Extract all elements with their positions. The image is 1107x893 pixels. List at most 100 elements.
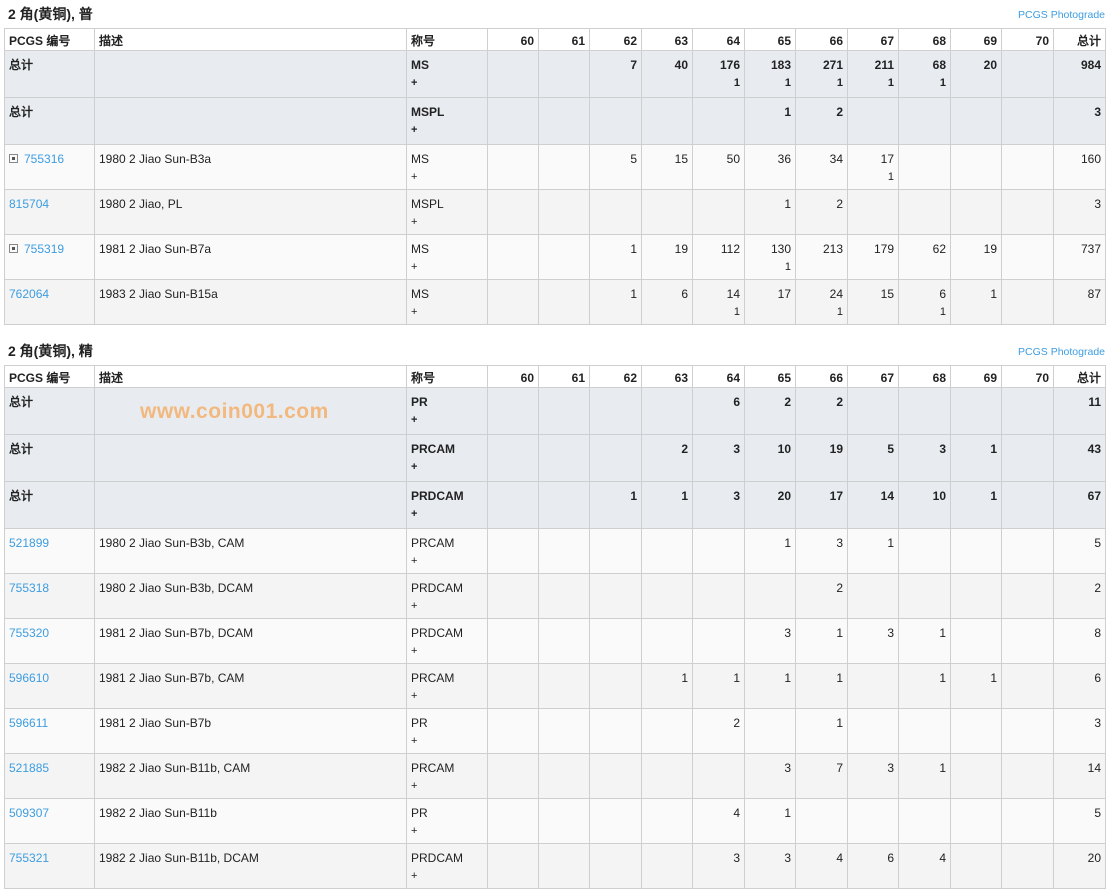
grade-cell-67[interactable]: 179 <box>847 234 899 280</box>
grade-cell-63[interactable]: 2 <box>641 434 693 482</box>
grade-cell-68[interactable]: 4 <box>898 843 951 889</box>
grade-cell-66[interactable]: 2 <box>795 387 848 435</box>
grade-cell-64[interactable]: 3 <box>692 481 745 529</box>
pcgs-number-link[interactable]: 762064 <box>9 287 50 301</box>
grade-cell-66[interactable]: 213 <box>795 234 848 280</box>
grade-cell-65[interactable]: 1 <box>744 663 796 709</box>
grade-cell-66[interactable]: 3 <box>795 528 848 574</box>
grade-cell-64[interactable]: 176 1 <box>692 50 745 98</box>
grade-cell-69[interactable]: 19 <box>950 234 1002 280</box>
grade-cell-63[interactable]: 1 <box>641 663 693 709</box>
expand-icon[interactable] <box>9 244 18 253</box>
grade-cell-66[interactable]: 19 <box>795 434 848 482</box>
grade-cell-67[interactable]: 5 <box>847 434 899 482</box>
pcgs-number-link[interactable]: 755319 <box>24 242 65 256</box>
grade-cell-67[interactable]: 3 <box>847 618 899 664</box>
grade-cell-65[interactable]: 1 <box>744 189 796 235</box>
grade-cell-68[interactable]: 62 <box>898 234 951 280</box>
grade-count: 36 <box>777 152 791 166</box>
grade-cell-67[interactable]: 15 <box>847 279 899 325</box>
grade-cell-64[interactable]: 3 <box>692 843 745 889</box>
pcgs-number-cell: 755321 <box>4 843 95 889</box>
grade-cell-67[interactable]: 17 1 <box>847 144 899 190</box>
grade-cell-65[interactable]: 130 1 <box>744 234 796 280</box>
grade-cell-69[interactable]: 1 <box>950 434 1002 482</box>
grade-cell-64[interactable]: 50 <box>692 144 745 190</box>
grade-cell-62[interactable]: 1 <box>589 279 642 325</box>
pcgs-number-link[interactable]: 596610 <box>9 671 50 685</box>
grade-cell-62[interactable]: 5 <box>589 144 642 190</box>
pcgs-number-link[interactable]: 521899 <box>9 536 50 550</box>
grade-cell-69[interactable]: 1 <box>950 663 1002 709</box>
grade-cell-60 <box>487 843 539 889</box>
grade-cell-62[interactable]: 1 <box>589 481 642 529</box>
grade-cell-65[interactable]: 20 <box>744 481 796 529</box>
grade-cell-66[interactable]: 271 1 <box>795 50 848 98</box>
grade-cell-65[interactable]: 183 1 <box>744 50 796 98</box>
grade-cell-66[interactable]: 2 <box>795 189 848 235</box>
pcgs-number-link[interactable]: 755320 <box>9 626 50 640</box>
grade-cell-66[interactable]: 2 <box>795 573 848 619</box>
grade-cell-63[interactable]: 40 <box>641 50 693 98</box>
photograde-link[interactable]: PCGS Photograde <box>1018 9 1105 21</box>
grade-cell-65[interactable]: 10 <box>744 434 796 482</box>
expand-icon[interactable] <box>9 154 18 163</box>
grade-cell-65[interactable]: 3 <box>744 843 796 889</box>
grade-cell-66[interactable]: 7 <box>795 753 848 799</box>
grade-cell-68[interactable]: 10 <box>898 481 951 529</box>
pcgs-number-link[interactable]: 755316 <box>24 152 65 166</box>
grade-cell-63[interactable]: 1 <box>641 481 693 529</box>
grade-cell-69[interactable]: 20 <box>950 50 1002 98</box>
grade-cell-68[interactable]: 1 <box>898 618 951 664</box>
photograde-link[interactable]: PCGS Photograde <box>1018 346 1105 358</box>
grade-cell-69[interactable]: 1 <box>950 481 1002 529</box>
grade-cell-63[interactable]: 19 <box>641 234 693 280</box>
grade-cell-63[interactable]: 15 <box>641 144 693 190</box>
grade-cell-68[interactable]: 68 1 <box>898 50 951 98</box>
grade-cell-65[interactable]: 1 <box>744 97 796 145</box>
grade-cell-66[interactable]: 2 <box>795 97 848 145</box>
grade-cell-64[interactable]: 4 <box>692 798 745 844</box>
grade-cell-67[interactable]: 1 <box>847 528 899 574</box>
pcgs-number-link[interactable]: 509307 <box>9 806 50 820</box>
grade-cell-67[interactable]: 211 1 <box>847 50 899 98</box>
grade-cell-67[interactable]: 6 <box>847 843 899 889</box>
grade-cell-65[interactable]: 17 <box>744 279 796 325</box>
grade-cell-66[interactable]: 1 <box>795 618 848 664</box>
grade-cell-65[interactable]: 3 <box>744 753 796 799</box>
grade-cell-69[interactable]: 1 <box>950 279 1002 325</box>
grade-cell-66[interactable]: 1 <box>795 708 848 754</box>
grade-cell-65[interactable]: 1 <box>744 528 796 574</box>
grade-cell-65[interactable]: 1 <box>744 798 796 844</box>
grade-cell-66[interactable]: 34 <box>795 144 848 190</box>
grade-cell-64[interactable]: 1 <box>692 663 745 709</box>
grade-cell-62[interactable]: 1 <box>589 234 642 280</box>
grade-cell-65[interactable]: 2 <box>744 387 796 435</box>
grade-cell-64[interactable]: 6 <box>692 387 745 435</box>
grade-cell-64[interactable]: 3 <box>692 434 745 482</box>
plus-label: + <box>411 600 418 612</box>
pcgs-number-link[interactable]: 755318 <box>9 581 50 595</box>
grade-cell-68[interactable]: 3 <box>898 434 951 482</box>
grade-cell-64[interactable]: 112 <box>692 234 745 280</box>
grade-cell-66[interactable]: 4 <box>795 843 848 889</box>
grade-cell-68[interactable]: 1 <box>898 753 951 799</box>
grade-cell-66[interactable]: 1 <box>795 663 848 709</box>
pcgs-number-link[interactable]: 755321 <box>9 851 50 865</box>
grade-cell-63[interactable]: 6 <box>641 279 693 325</box>
grade-cell-62[interactable]: 7 <box>589 50 642 98</box>
grade-cell-66[interactable]: 24 1 <box>795 279 848 325</box>
grade-cell-67[interactable]: 14 <box>847 481 899 529</box>
grade-cell-65[interactable]: 36 <box>744 144 796 190</box>
description-cell: 1981 2 Jiao Sun-B7a <box>94 234 407 280</box>
pcgs-number-link[interactable]: 815704 <box>9 197 50 211</box>
grade-cell-64[interactable]: 14 1 <box>692 279 745 325</box>
grade-cell-68[interactable]: 1 <box>898 663 951 709</box>
pcgs-number-link[interactable]: 596611 <box>9 716 49 730</box>
grade-cell-67[interactable]: 3 <box>847 753 899 799</box>
grade-cell-64[interactable]: 2 <box>692 708 745 754</box>
pcgs-number-link[interactable]: 521885 <box>9 761 50 775</box>
grade-cell-66[interactable]: 17 <box>795 481 848 529</box>
grade-cell-65[interactable]: 3 <box>744 618 796 664</box>
